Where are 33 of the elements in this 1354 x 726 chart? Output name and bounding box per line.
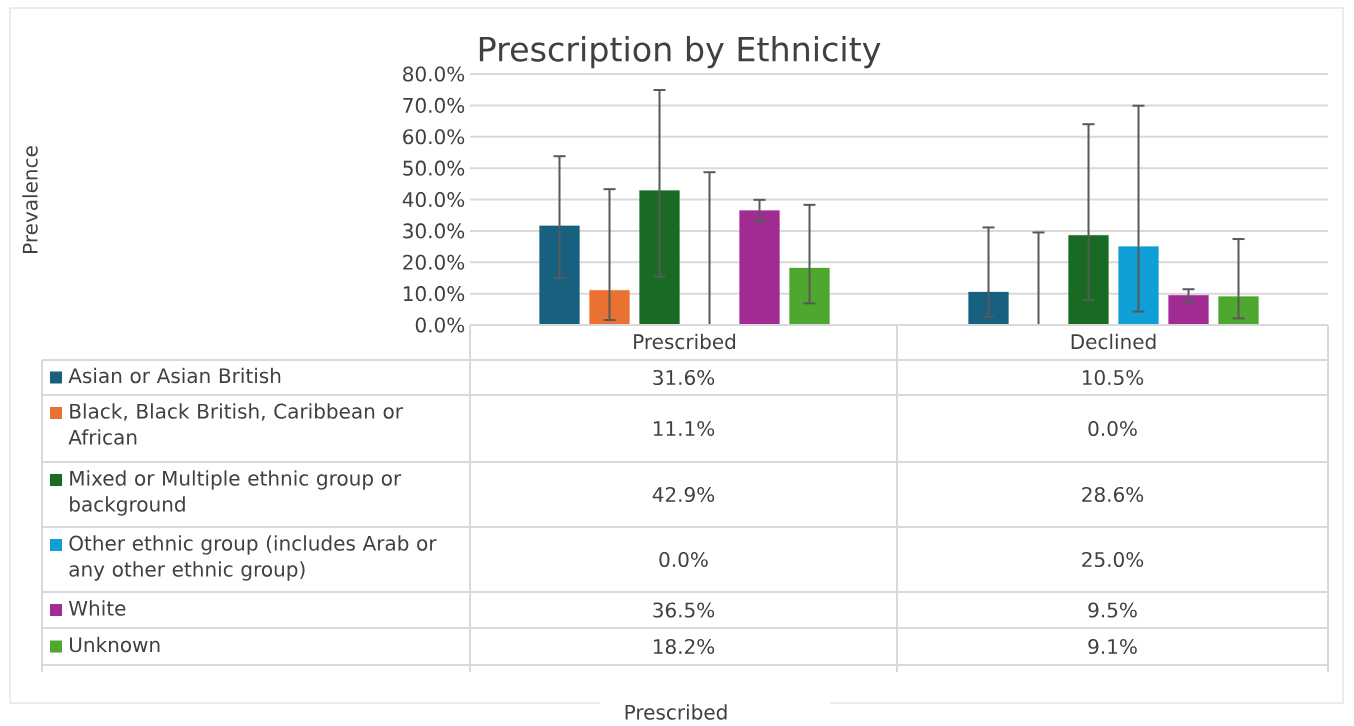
- data-label: 0.0%: [1088, 420, 1137, 437]
- legend-label: White: [68, 600, 126, 616]
- y-tick-label: 30.0%: [403, 223, 465, 239]
- data-label: 25.0%: [1082, 551, 1144, 568]
- y-tick-label: 40.0%: [402, 191, 465, 208]
- y-tick-label: 80.0%: [403, 66, 465, 82]
- data-label: 28.6%: [1082, 486, 1144, 503]
- data-label: 42.9%: [652, 486, 715, 503]
- legend-label: Asian or Asian British: [68, 367, 281, 384]
- y-tick-label: 60.0%: [403, 129, 465, 145]
- legend-label: Black, Black British, Caribbean or African: [68, 403, 403, 445]
- y-tick-label: 10.0%: [403, 286, 465, 302]
- chart-title: Prescription by Ethnicity: [479, 35, 881, 69]
- y-tick-label: 20.0%: [403, 254, 465, 270]
- y-tick-label: 70.0%: [403, 97, 465, 113]
- data-label: 18.2%: [653, 638, 715, 655]
- bar: [739, 210, 780, 326]
- x-tick-label: Declined: [1071, 333, 1156, 350]
- data-label: 36.5%: [653, 602, 715, 618]
- legend-label: Mixed or Multiple ethnic group or background: [70, 470, 402, 516]
- data-label: 10.5%: [1082, 369, 1144, 386]
- data-label: 31.6%: [653, 369, 715, 386]
- text: Prevalence: [22, 146, 38, 253]
- data-label: 0.0%: [659, 551, 708, 568]
- legend-label: Other ethnic group (includes Arab or any other ethnic group): [69, 535, 437, 581]
- data-label: 11.1%: [653, 420, 715, 437]
- y-tick-label: 50.0%: [403, 160, 465, 176]
- bar: [1168, 295, 1209, 326]
- legend-label: Unknown: [70, 636, 160, 653]
- y-tick-label: 0.0%: [415, 317, 465, 333]
- data-label: 9.1%: [1088, 638, 1137, 655]
- data-label: 9.5%: [1088, 602, 1137, 618]
- text: Prescribed: [625, 704, 727, 720]
